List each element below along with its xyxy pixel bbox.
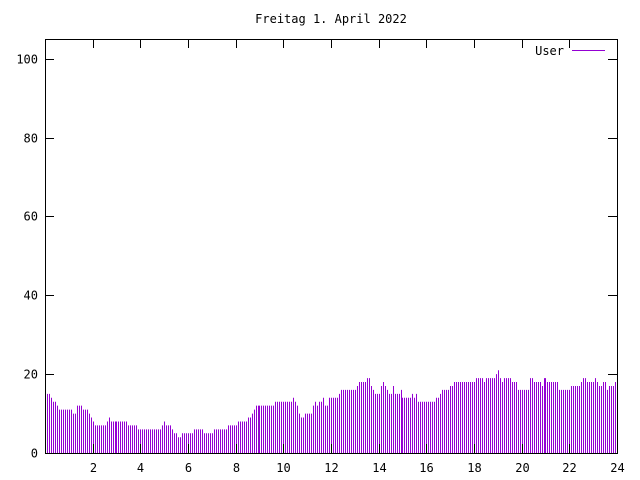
y-tick-label: 20 <box>24 368 38 382</box>
x-tick-label: 24 <box>610 461 624 475</box>
legend: User <box>535 44 605 58</box>
y-tick-label: 100 <box>16 53 38 67</box>
x-tick-label: 10 <box>276 461 290 475</box>
series-bars <box>45 370 616 453</box>
y-tick-label: 80 <box>24 132 38 146</box>
plot-frame <box>45 39 618 454</box>
x-tick-label: 22 <box>562 461 576 475</box>
x-tick-label: 8 <box>233 461 240 475</box>
chart-title: Freitag 1. April 2022 <box>255 12 407 26</box>
legend-label-user: User <box>535 44 564 58</box>
x-tick-label: 6 <box>185 461 192 475</box>
x-axis: 2 4 6 8 10 12 14 16 18 20 22 24 <box>90 39 625 475</box>
x-tick-label: 20 <box>515 461 529 475</box>
y-tick-label: 60 <box>24 210 38 224</box>
x-tick-label: 16 <box>419 461 433 475</box>
x-tick-label: 4 <box>137 461 144 475</box>
y-tick-label: 40 <box>24 289 38 303</box>
x-tick-label: 18 <box>467 461 481 475</box>
y-axis: 0 20 40 60 80 100 <box>16 53 617 461</box>
y-tick-label: 0 <box>31 447 38 461</box>
x-tick-label: 14 <box>372 461 386 475</box>
x-tick-label: 2 <box>90 461 97 475</box>
x-tick-label: 12 <box>324 461 338 475</box>
